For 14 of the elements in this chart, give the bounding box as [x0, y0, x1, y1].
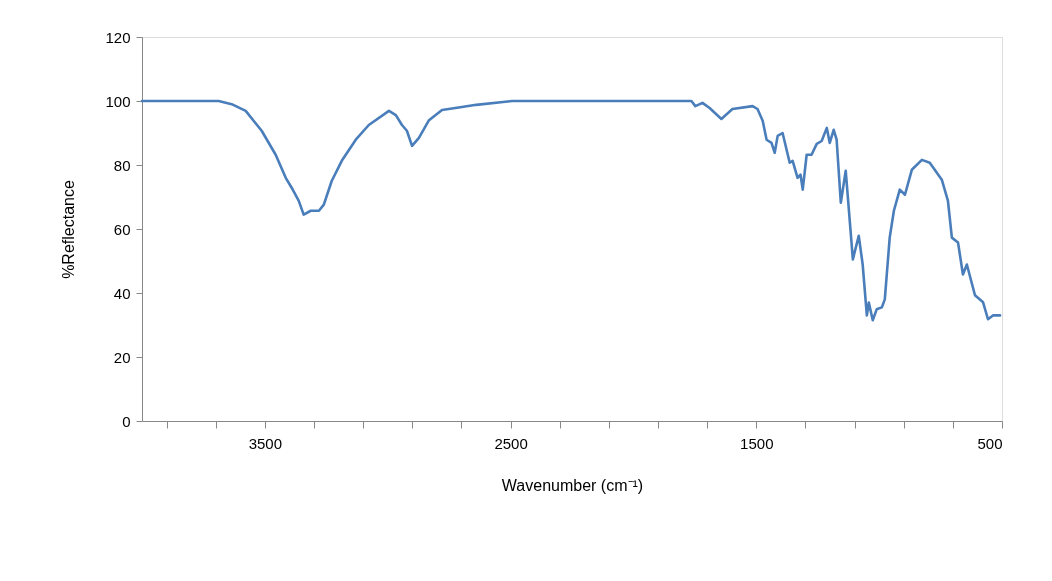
- y-tick-label: 0: [122, 412, 131, 430]
- y-tick-label: 120: [105, 28, 131, 46]
- y-tick-label: 100: [105, 92, 131, 110]
- x-tick-label: 1500: [740, 434, 774, 452]
- x-tick-label: 500: [977, 434, 1003, 452]
- x-tick-label: 2500: [494, 434, 528, 452]
- x-axis-title: Wavenumber (cm⁻¹): [501, 476, 644, 494]
- y-axis-title: %Reflectance: [60, 180, 78, 279]
- x-tick-label: 3500: [248, 434, 283, 452]
- y-tick-label: 40: [113, 284, 131, 302]
- y-tick-label: 60: [113, 220, 131, 238]
- y-tick-label: 80: [113, 156, 131, 174]
- y-tick-label: 20: [113, 348, 131, 366]
- line-series: [140, 99, 1002, 322]
